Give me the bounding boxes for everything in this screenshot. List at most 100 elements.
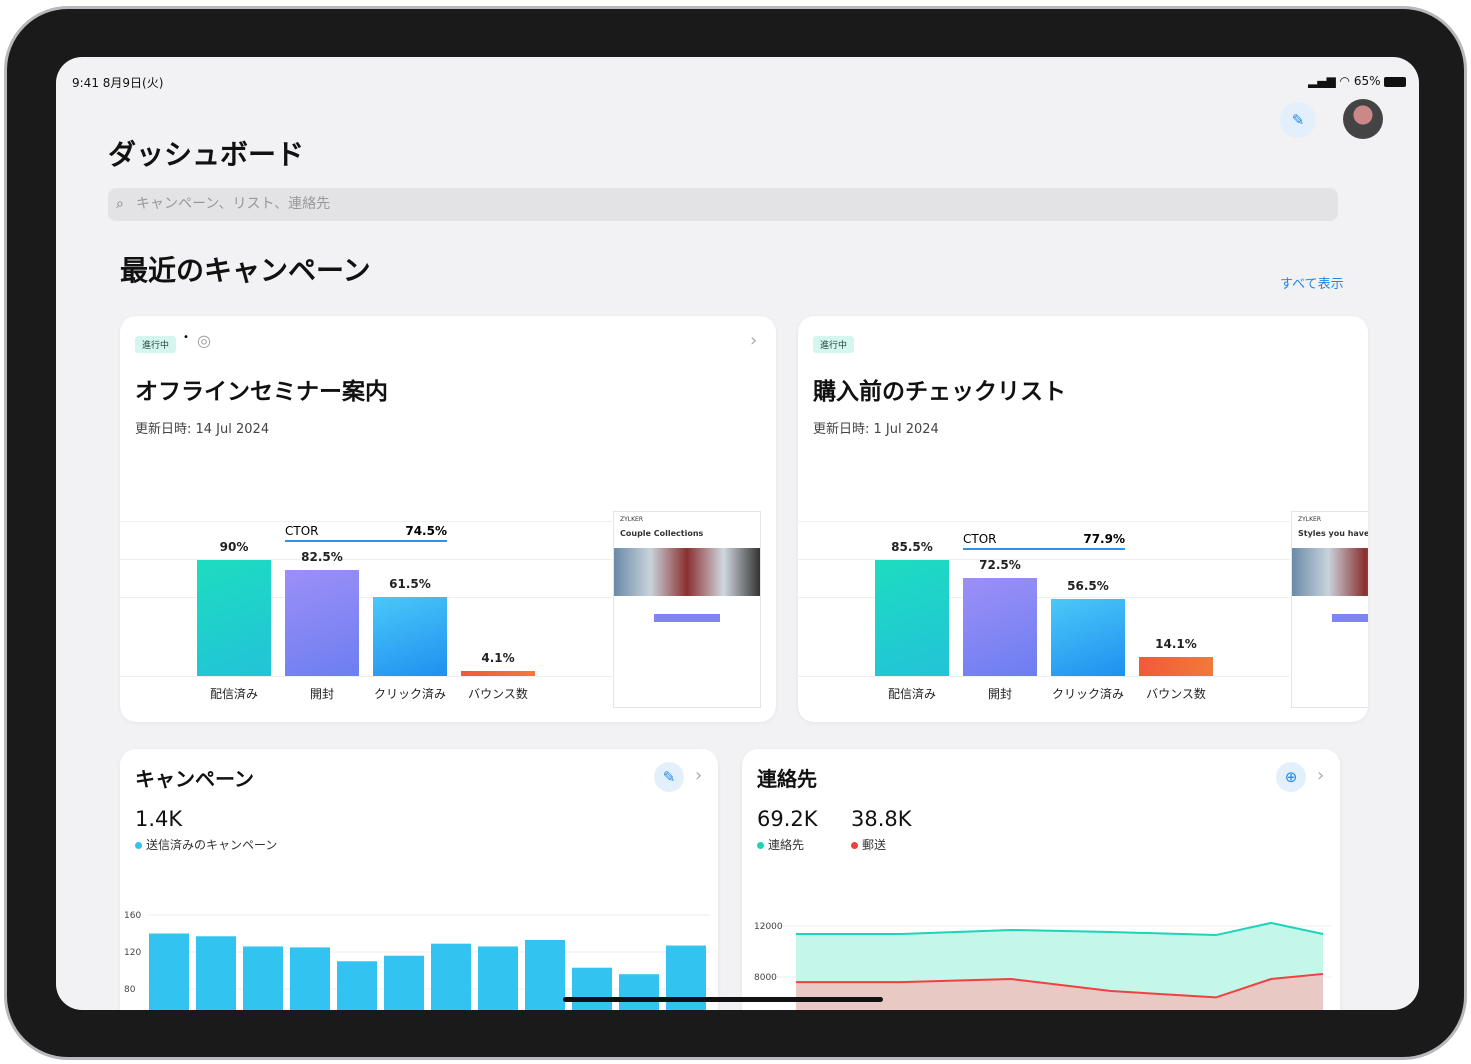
wifi-icon: ◠: [1339, 74, 1350, 88]
category-label: クリック済み: [373, 687, 446, 701]
home-indicator: [563, 997, 883, 1002]
campaigns-widget[interactable]: キャンペーン ✎ › 1.4K 送信済みのキャンペーン 160 120 80: [120, 749, 718, 1010]
campaign-title: 購入前のチェックリスト: [813, 379, 1066, 405]
bar-value-label: 82.5%: [301, 549, 343, 564]
preview-button: [654, 614, 720, 622]
ctor-indicator: CTOR 74.5%: [285, 524, 447, 542]
updated-date: 更新日時: 14 Jul 2024: [135, 422, 270, 437]
bar-value-label: 56.5%: [1067, 579, 1109, 594]
view-all-link[interactable]: すべて表示: [1280, 277, 1344, 292]
legend-label: 連絡先: [768, 838, 805, 852]
y-tick-label: 8000: [754, 973, 777, 983]
bar: [384, 955, 424, 1010]
area-1: [796, 973, 1323, 1010]
widget-title: 連絡先: [757, 767, 817, 791]
chevron-right-icon[interactable]: ›: [750, 330, 758, 351]
legend-dot: [135, 842, 142, 849]
contacts-area-chart: 12000 8000: [752, 921, 1332, 1010]
bar: [572, 967, 612, 1010]
search-input[interactable]: ⌕ キャンペーン、リスト、連絡先: [108, 188, 1338, 221]
legend-dot: [757, 842, 764, 849]
page-title: ダッシュボード: [108, 138, 305, 171]
bar-value-label: 85.5%: [891, 540, 933, 554]
legend-label: 送信済みのキャンペーン: [146, 838, 278, 852]
contacts-widget[interactable]: 連絡先 ⊕ › 69.2K 38.8K 連絡先 郵送 12000 8000: [742, 749, 1340, 1010]
legend-item: 連絡先: [757, 836, 804, 853]
gridline: [798, 676, 1290, 677]
add-contact-icon[interactable]: ⊕: [1276, 762, 1306, 792]
campaign-title: オフラインセミナー案内: [135, 379, 388, 405]
status-time: 9:41 8月9日(火): [72, 74, 163, 91]
section-title: 最近のキャンペーン: [120, 254, 371, 287]
status-badge: 進行中: [813, 336, 855, 353]
gridline: [120, 521, 612, 522]
gridline: [798, 521, 1290, 522]
email-preview[interactable]: ZYLKER Couple Collections: [613, 511, 761, 708]
gridline: [120, 559, 612, 560]
bar-2: [1051, 599, 1125, 676]
legend-item: 送信済みのキャンペーン: [135, 836, 277, 853]
bar-value-label: 90%: [219, 540, 249, 554]
y-tick-label: 12000: [754, 922, 783, 932]
y-tick-label: 120: [124, 948, 141, 958]
bar: [478, 946, 518, 1010]
time: 9:41: [72, 76, 99, 90]
category-label: バウンス数: [1146, 687, 1206, 701]
bar-3: [461, 670, 535, 676]
bar: [290, 947, 330, 1010]
new-campaign-icon[interactable]: ✎: [654, 762, 684, 792]
battery-percent: 65%: [1353, 74, 1381, 88]
search-icon: ⌕: [116, 196, 124, 212]
bar-value-label: 4.1%: [481, 650, 515, 665]
category-label: 配信済み: [209, 687, 258, 701]
y-tick-label: 80: [124, 985, 136, 995]
category-label: バウンス数: [468, 687, 528, 701]
bar: [149, 933, 189, 1010]
bar: [196, 936, 236, 1010]
bar: [619, 974, 659, 1010]
bar-1: [285, 569, 359, 676]
preview-image: [1292, 548, 1368, 596]
gridline: [120, 597, 612, 598]
search-placeholder: キャンペーン、リスト、連絡先: [136, 196, 331, 212]
separator-dot: •: [183, 332, 189, 343]
chevron-right-icon[interactable]: ›: [695, 765, 703, 786]
screen: 9:41 8月9日(火) ▂▄▆ ◠ 65% ✎ ダッシュボード ⌕ キャンペー…: [56, 57, 1419, 1010]
y-tick-label: 160: [124, 911, 141, 921]
email-preview[interactable]: ZYLKER Styles you have new sea: [1291, 511, 1368, 708]
avatar[interactable]: [1343, 99, 1383, 139]
category-label: 開封: [309, 687, 334, 701]
ctor-indicator: CTOR 77.9%: [963, 532, 1125, 550]
bar-value-label: 14.1%: [1155, 636, 1197, 651]
line-1: [796, 972, 1324, 999]
battery-icon: [1384, 76, 1407, 87]
signal-icon: ▂▄▆: [1308, 74, 1336, 88]
status-icons: ▂▄▆ ◠ 65%: [1308, 74, 1407, 88]
legend-item: 郵送: [851, 836, 886, 853]
campaign-count: 1.4K: [135, 807, 183, 831]
bar-3: [1139, 656, 1213, 676]
ctor-label: CTOR: [963, 531, 997, 546]
chevron-right-icon[interactable]: ›: [1317, 765, 1325, 786]
preview-image: [614, 548, 760, 596]
legend-dot: [851, 842, 858, 849]
campaign-card[interactable]: 進行中購入前のチェックリスト 更新日時: 1 Jul 2024 85.5% 配信…: [798, 316, 1368, 722]
category-label: 開封: [987, 687, 1012, 701]
widget-title: キャンペーン: [135, 767, 254, 791]
bar-value-label: 61.5%: [389, 576, 431, 591]
campaign-card[interactable]: 進行中 • ◎ › オフラインセミナー案内 更新日時: 14 Jul 2024 90% …: [120, 316, 776, 722]
gridline: [120, 676, 612, 677]
category-label: 配信済み: [887, 687, 936, 701]
status-badge: 進行中: [135, 336, 177, 353]
mail-count: 38.8K: [851, 807, 912, 831]
bar-2: [373, 596, 447, 676]
bar-1: [963, 577, 1037, 676]
new-campaign-icon[interactable]: ✎: [1280, 102, 1316, 138]
ctor-value: 74.5%: [405, 523, 447, 538]
preview-brand: ZYLKER: [620, 516, 644, 523]
bar: [243, 946, 283, 1010]
preview-heading: Styles you have new sea: [1298, 529, 1368, 538]
check-circle-icon: ◎: [197, 331, 211, 350]
ctor-label: CTOR: [285, 523, 319, 538]
updated-date: 更新日時: 1 Jul 2024: [813, 422, 939, 437]
